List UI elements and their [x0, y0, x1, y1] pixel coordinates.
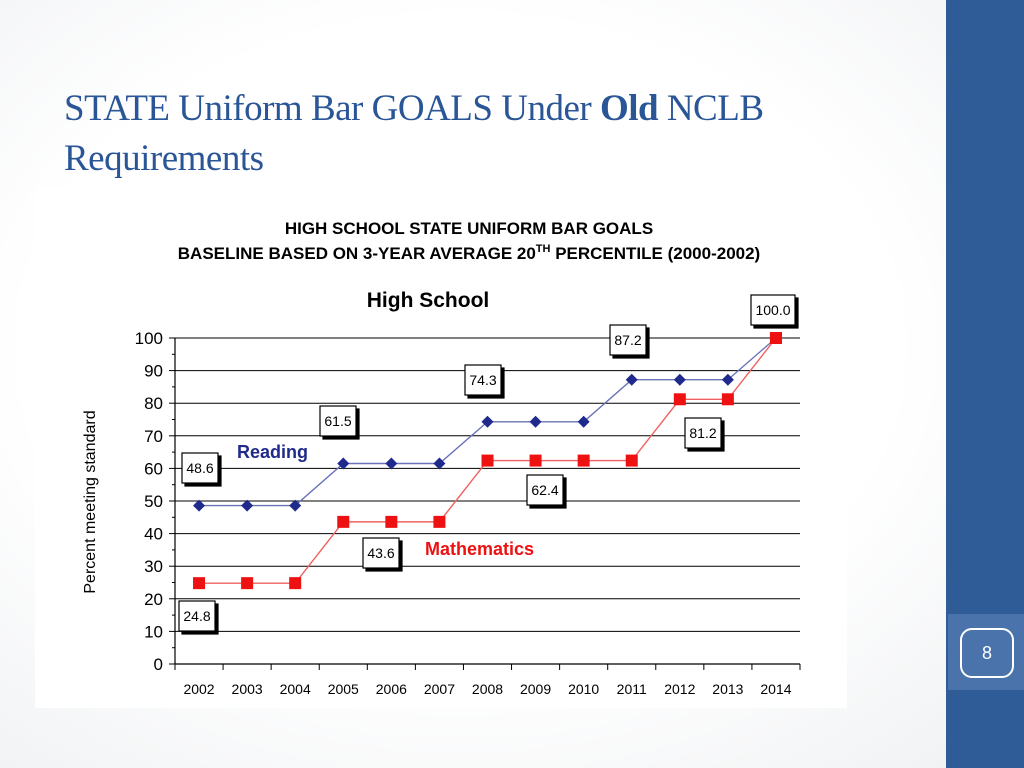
x-tick-label-2009: 2009 [520, 681, 551, 697]
callout-frame [181, 452, 219, 484]
slide-title: STATE Uniform Bar GOALS Under Old NCLB R… [64, 84, 924, 184]
grid-lines [175, 337, 800, 632]
callout-box: 48.6 [181, 452, 219, 484]
callout-box: 81.2 [684, 417, 722, 449]
math-point [721, 393, 734, 406]
callout-label: 48.6 [186, 460, 213, 476]
callout-frame [178, 600, 216, 632]
series-label-mathematics: Mathematics [425, 539, 534, 559]
x-tick-label-2003: 2003 [232, 681, 263, 697]
math-point [529, 454, 542, 467]
x-tick-label-2008: 2008 [472, 681, 503, 697]
callout-box: 24.8 [178, 600, 216, 632]
callout-box: 100.0 [750, 294, 796, 326]
callout-label: 87.2 [614, 332, 641, 348]
chart-header-line2-sup: TH [536, 243, 551, 255]
y-tick-label-40: 40 [144, 525, 163, 544]
page-number: 8 [981, 643, 992, 663]
x-tick-label-2013: 2013 [712, 681, 743, 697]
chart-panel: HIGH SCHOOL STATE UNIFORM BAR GOALS BASE… [35, 188, 847, 708]
math-point [577, 454, 590, 467]
y-tick-label-50: 50 [144, 492, 163, 511]
math-point [625, 454, 638, 467]
axes: 0 10 20 30 40 50 60 70 80 90 100 2002 2003 2004 2005 20… [135, 329, 801, 697]
math-point [289, 577, 302, 590]
math-point [673, 393, 686, 406]
math-point [241, 577, 254, 590]
reading-point [289, 499, 302, 512]
reading-point [577, 415, 590, 428]
x-tick-label-2005: 2005 [328, 681, 359, 697]
reading-point [673, 373, 686, 386]
math-point [769, 332, 782, 344]
page-number-bracket [960, 628, 1014, 678]
chart-header-line1: HIGH SCHOOL STATE UNIFORM BAR GOALS [285, 219, 653, 238]
y-tick-label-10: 10 [144, 622, 163, 641]
math-point [385, 515, 398, 528]
callout-frame [750, 294, 796, 326]
slide-title-part1: STATE Uniform Bar GOALS Under [64, 88, 600, 129]
reading-point [385, 457, 398, 470]
y-axis-label: Percent meeting standard [82, 410, 99, 593]
callout-box: 87.2 [609, 324, 647, 356]
callout-box: 74.3 [464, 364, 502, 396]
reading-point [481, 415, 494, 428]
callout-label: 81.2 [689, 425, 716, 441]
callout-frame [362, 537, 400, 569]
callout-box: 61.5 [319, 405, 357, 437]
y-tick-label-70: 70 [144, 427, 163, 446]
value-callouts: 48.6 61.5 74.3 87.2 100.0 24.8 43.6 62.4 81.2 [178, 294, 796, 632]
y-tick-label-100: 100 [135, 329, 163, 348]
x-tick-label-2007: 2007 [424, 681, 455, 697]
slide-title-part2: NCLB [658, 88, 764, 129]
x-tick-label-2004: 2004 [280, 681, 311, 697]
callout-frame [526, 474, 564, 506]
y-tick-label-60: 60 [144, 459, 163, 478]
series-label-reading: Reading [237, 442, 308, 462]
callout-frame [464, 364, 502, 396]
chart-title: High School [367, 289, 490, 312]
callout-label: 74.3 [469, 372, 496, 388]
reading-point [529, 415, 542, 428]
chart-svg: HIGH SCHOOL STATE UNIFORM BAR GOALS BASE… [82, 219, 801, 697]
series-markers [193, 332, 782, 590]
math-point [337, 515, 350, 528]
series-labels: Reading Mathematics [237, 442, 534, 559]
callout-label: 24.8 [183, 608, 210, 624]
reading-point [193, 499, 206, 512]
callout-label: 100.0 [755, 302, 790, 318]
callout-label: 43.6 [367, 545, 394, 561]
reading-point [625, 373, 638, 386]
x-tick-label-2011: 2011 [617, 681, 647, 697]
callout-frame [609, 324, 647, 356]
x-tick-label-2006: 2006 [376, 681, 407, 697]
y-tick-label-0: 0 [154, 655, 163, 674]
chart-header-line2: BASELINE BASED ON 3-YEAR AVERAGE 20TH PE… [178, 243, 760, 263]
slide-title-bold: Old [599, 88, 659, 129]
callout-frame [684, 417, 722, 449]
callout-box: 62.4 [526, 474, 564, 506]
reading-point [721, 373, 734, 386]
callout-label: 62.4 [531, 482, 558, 498]
callout-frame [319, 405, 357, 437]
math-point [481, 454, 494, 467]
x-tick-label-2010: 2010 [568, 681, 599, 697]
y-tick-label-20: 20 [144, 590, 163, 609]
callout-label: 61.5 [324, 413, 351, 429]
reading-point [433, 457, 446, 470]
chart-header-line2-prefix: BASELINE BASED ON 3-YEAR AVERAGE 20 [178, 244, 536, 263]
x-tick-label-2012: 2012 [664, 681, 695, 697]
x-tick-label-2014: 2014 [760, 681, 791, 697]
y-tick-label-90: 90 [144, 362, 163, 381]
callout-box: 43.6 [362, 537, 400, 569]
math-point [193, 577, 206, 590]
reading-point [241, 499, 254, 512]
reading-point [337, 457, 350, 470]
math-point [433, 515, 446, 528]
y-tick-label-30: 30 [144, 557, 163, 576]
slide-title-line2: Requirements [64, 138, 264, 179]
x-tick-label-2002: 2002 [183, 681, 214, 697]
y-tick-label-80: 80 [144, 394, 163, 413]
chart-header-line2-suffix: PERCENTILE (2000-2002) [550, 244, 760, 263]
